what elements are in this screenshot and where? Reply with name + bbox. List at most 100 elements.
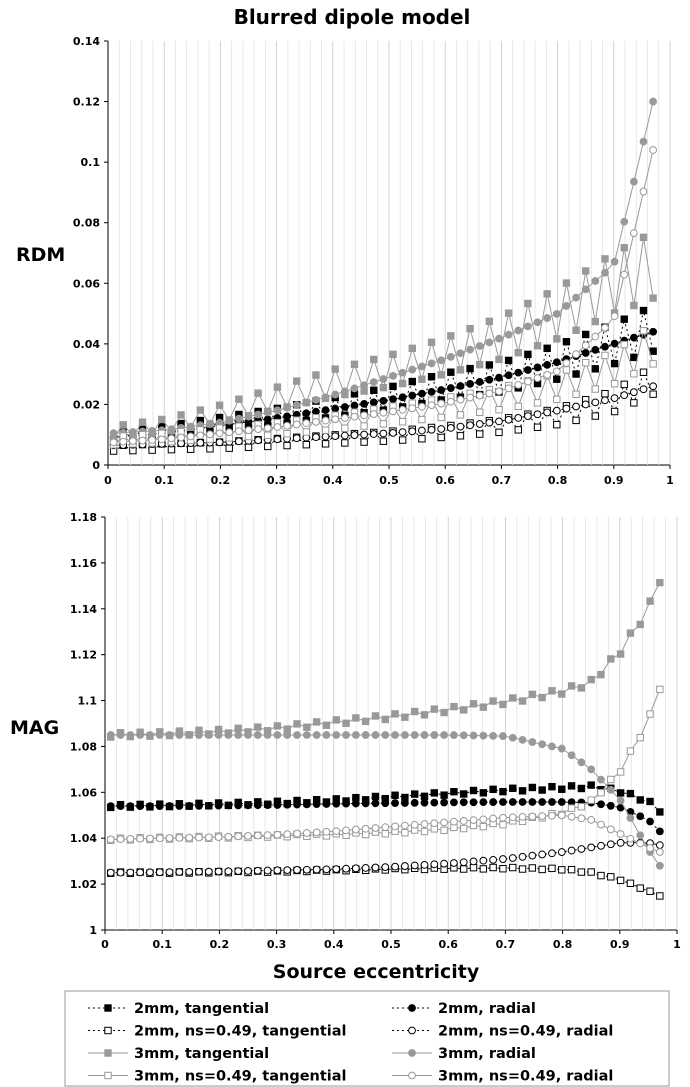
rdm-series-5 (109, 97, 658, 438)
mag-y-tick-label: 1.04 (70, 832, 97, 845)
rdm-data-point (148, 436, 157, 444)
rdm-data-point (572, 390, 580, 398)
rdm-data-point (312, 417, 320, 426)
legend-item: 2mm, ns=0.49, radial (392, 1024, 613, 1040)
mag-axis-label: MAG (10, 717, 59, 739)
mag-data-point (204, 801, 213, 810)
mag-data-point (244, 832, 252, 840)
legend-label: 2mm, radial (438, 1001, 536, 1017)
mag-data-point (450, 731, 458, 739)
legend-marker (104, 1026, 112, 1035)
mag-data-point (185, 833, 194, 842)
mag-data-point (646, 597, 654, 605)
mag-data-point (460, 824, 468, 833)
rdm-data-point (523, 366, 532, 374)
rdm-data-point (360, 381, 369, 390)
rdm-data-point (196, 406, 205, 414)
mag-series-4 (107, 578, 664, 741)
mag-data-point (293, 731, 301, 739)
mag-data-point (381, 731, 390, 739)
mag-data-point (509, 694, 517, 702)
rdm-data-point (263, 415, 272, 424)
rdm-data-point (244, 443, 253, 451)
mag-data-point (548, 849, 556, 858)
mag-data-point (312, 828, 321, 837)
mag-data-point (518, 852, 527, 861)
rdm-data-point (629, 177, 638, 186)
rdm-series-6 (109, 327, 657, 449)
mag-data-point (626, 834, 635, 843)
mag-data-point (430, 819, 439, 828)
rdm-data-point (456, 366, 465, 374)
mag-data-point (587, 675, 595, 684)
rdm-data-point (234, 427, 243, 436)
mag-data-point (567, 865, 576, 874)
rdm-data-point (562, 404, 571, 413)
rdm-data-point (379, 437, 388, 445)
rdm-data-point (495, 405, 503, 414)
rdm-data-point (264, 442, 272, 451)
rdm-data-point (128, 437, 137, 446)
mag-data-point (214, 731, 223, 739)
rdm-data-point (524, 350, 532, 359)
rdm-data-point (553, 335, 561, 343)
rdm-axis-label: RDM (16, 244, 65, 266)
mag-data-point (155, 834, 164, 843)
mag-data-point (253, 801, 262, 810)
legend-item: 3mm, ns=0.49, radial (392, 1069, 613, 1085)
rdm-data-point (620, 270, 629, 279)
rdm-data-point (215, 429, 224, 438)
mag-x-tick-label: 0.3 (267, 938, 287, 951)
rdm-data-point (630, 370, 638, 378)
mag-data-point (577, 684, 586, 692)
mag-data-point (342, 719, 350, 728)
rdm-data-point (186, 432, 195, 441)
rdm-data-point (398, 393, 407, 402)
mag-data-point (538, 865, 546, 874)
rdm-data-point (158, 415, 166, 424)
mag-data-point (400, 862, 409, 870)
mag-data-point (410, 820, 419, 829)
rdm-data-point (273, 383, 282, 391)
rdm-data-point (254, 425, 263, 434)
rdm-data-point (340, 387, 349, 396)
legend-marker (408, 1026, 416, 1035)
mag-data-point (518, 736, 527, 744)
rdm-data-point (543, 408, 552, 417)
mag-data-point (469, 786, 478, 795)
rdm-data-point (610, 257, 619, 266)
mag-data-point (538, 812, 547, 820)
rdm-data-point (360, 438, 368, 446)
mag-data-point (371, 799, 380, 808)
mag-data-point (155, 731, 164, 739)
rdm-data-point (292, 377, 301, 385)
mag-data-point (391, 799, 399, 807)
rdm-data-point (225, 416, 234, 425)
mag-data-point (577, 784, 586, 793)
legend-label: 3mm, ns=0.49, tangential (134, 1069, 347, 1085)
rdm-data-point (552, 310, 561, 318)
mag-x-ticks: 0 0.1 0.2 0.3 0.4 0.5 0.6 0.7 0.8 0.9 1 (101, 930, 681, 951)
rdm-data-point (389, 395, 397, 404)
mag-data-point (597, 800, 605, 809)
rdm-data-point (350, 412, 359, 421)
mag-data-point (322, 721, 331, 729)
mag-data-point (106, 835, 115, 844)
rdm-data-point (360, 430, 369, 439)
rdm-data-point (215, 401, 224, 409)
rdm-data-point (446, 352, 455, 361)
mag-data-point (460, 706, 468, 714)
x-axis-label: Source eccentricity (273, 961, 480, 983)
rdm-data-point (196, 438, 205, 447)
mag-data-point (116, 802, 125, 810)
rdm-data-point (620, 217, 629, 226)
mag-y-tick-label: 1 (89, 924, 97, 937)
rdm-data-point (553, 375, 561, 383)
mag-data-point (607, 775, 615, 784)
rdm-data-point (148, 426, 157, 435)
mag-data-point (351, 864, 360, 873)
mag-data-point (469, 857, 478, 866)
mag-data-point (567, 782, 576, 790)
legend-label: 2mm, ns=0.49, tangential (134, 1024, 347, 1040)
rdm-data-point (639, 368, 648, 376)
